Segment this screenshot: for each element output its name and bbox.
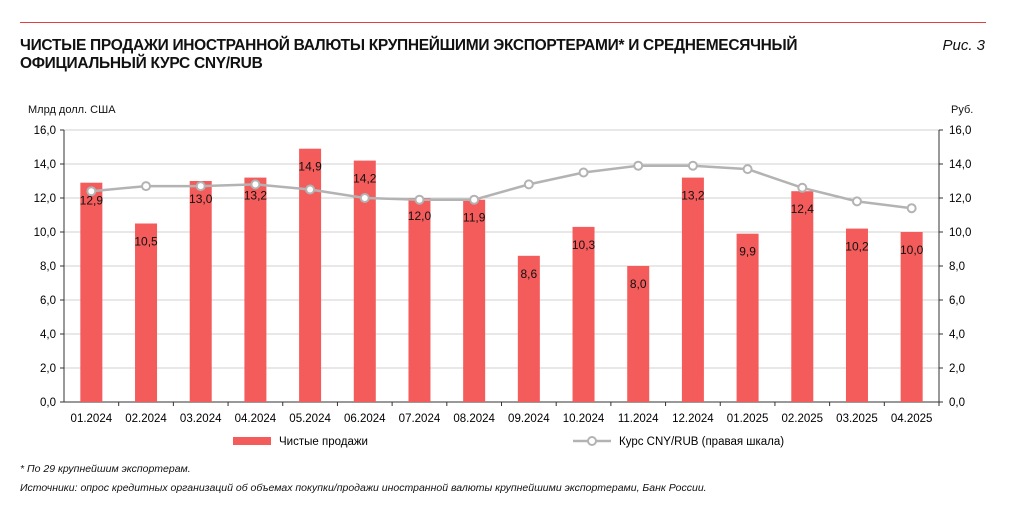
bar bbox=[517, 255, 540, 402]
line-point bbox=[469, 194, 480, 205]
bar-data-label: 10,5 bbox=[134, 235, 158, 249]
bar-data-label: 14,2 bbox=[353, 172, 377, 186]
bar bbox=[736, 233, 759, 402]
right-tick-label: 6,0 bbox=[949, 295, 965, 307]
right-tick-label: 4,0 bbox=[949, 329, 965, 341]
figure-label: Рис. 3 bbox=[942, 37, 985, 54]
top-rule bbox=[20, 22, 986, 23]
right-tick-label: 12,0 bbox=[949, 193, 971, 205]
bar bbox=[463, 199, 486, 402]
legend-bar-label: Чистые продажи bbox=[279, 436, 368, 448]
line-point bbox=[414, 194, 425, 205]
chart-title: ЧИСТЫЕ ПРОДАЖИ ИНОСТРАННОЙ ВАЛЮТЫ КРУПНЕ… bbox=[20, 37, 798, 72]
bar bbox=[299, 148, 322, 402]
left-tick-label: 0,0 bbox=[40, 397, 56, 409]
x-tick-label: 05.2024 bbox=[289, 413, 331, 425]
bar bbox=[80, 182, 103, 402]
bar-data-label: 9,9 bbox=[739, 245, 756, 259]
bar-data-label: 13,0 bbox=[189, 192, 213, 206]
x-tick-label: 03.2025 bbox=[836, 413, 878, 425]
bar-data-label: 10,3 bbox=[572, 238, 596, 252]
line-point bbox=[633, 160, 644, 171]
bar-data-label: 10,0 bbox=[900, 243, 924, 257]
x-tick-label: 08.2024 bbox=[453, 413, 495, 425]
right-tick-label: 2,0 bbox=[949, 363, 965, 375]
right-tick-label: 10,0 bbox=[949, 227, 971, 239]
x-tick-label: 09.2024 bbox=[508, 413, 550, 425]
line-point bbox=[851, 196, 862, 207]
bar-data-label: 8,6 bbox=[521, 267, 538, 281]
bar-data-label: 12,4 bbox=[791, 202, 815, 216]
line-point bbox=[906, 203, 917, 214]
right-tick-label: 14,0 bbox=[949, 159, 971, 171]
bar bbox=[244, 177, 267, 402]
line-point bbox=[742, 164, 753, 175]
line-point bbox=[141, 181, 152, 192]
left-tick-label: 16,0 bbox=[34, 125, 56, 137]
left-tick-label: 6,0 bbox=[40, 295, 56, 307]
left-tick-label: 10,0 bbox=[34, 227, 56, 239]
x-tick-label: 04.2024 bbox=[235, 413, 277, 425]
x-tick-label: 03.2024 bbox=[180, 413, 222, 425]
bar-data-label: 11,9 bbox=[463, 211, 486, 225]
line-point bbox=[86, 186, 97, 197]
x-tick-label: 02.2024 bbox=[125, 413, 167, 425]
x-tick-label: 10.2024 bbox=[563, 413, 605, 425]
bar bbox=[681, 177, 704, 402]
bar-data-label: 13,2 bbox=[244, 189, 268, 203]
bar bbox=[408, 198, 431, 402]
right-axis-label: Руб. bbox=[951, 104, 974, 116]
line-series bbox=[91, 164, 912, 210]
line-point bbox=[195, 181, 206, 192]
right-tick-label: 8,0 bbox=[949, 261, 965, 273]
x-tick-label: 11.2024 bbox=[618, 413, 659, 425]
left-axis-label: Млрд долл. США bbox=[28, 104, 116, 116]
x-tick-label: 12.2024 bbox=[672, 413, 714, 425]
bar bbox=[900, 232, 923, 402]
left-tick-label: 2,0 bbox=[40, 363, 56, 375]
x-tick-label: 01.2025 bbox=[727, 413, 769, 425]
bar-data-label: 12,0 bbox=[408, 209, 432, 223]
left-tick-label: 4,0 bbox=[40, 329, 56, 341]
bar bbox=[353, 160, 376, 402]
line-point bbox=[359, 193, 370, 203]
x-tick-label: 07.2024 bbox=[399, 413, 441, 425]
left-tick-label: 14,0 bbox=[34, 159, 56, 171]
x-tick-label: 02.2025 bbox=[781, 413, 823, 425]
bar-data-label: 10,2 bbox=[845, 240, 869, 254]
line-point bbox=[687, 160, 698, 171]
bar bbox=[845, 228, 868, 402]
line-point bbox=[523, 179, 534, 190]
bar bbox=[791, 191, 814, 402]
line-point bbox=[797, 182, 808, 193]
bar bbox=[627, 266, 650, 402]
right-tick-label: 0,0 bbox=[949, 397, 965, 409]
source-note: Источники: опрос кредитных организаций о… bbox=[20, 482, 707, 494]
x-tick-label: 01.2024 bbox=[71, 413, 113, 425]
left-tick-label: 8,0 bbox=[40, 261, 56, 273]
line-point bbox=[305, 184, 316, 195]
bar bbox=[135, 223, 158, 402]
x-tick-label: 06.2024 bbox=[344, 413, 386, 425]
bar bbox=[189, 181, 212, 402]
bar bbox=[572, 226, 595, 402]
line-point bbox=[578, 167, 589, 178]
right-tick-label: 16,0 bbox=[949, 125, 971, 137]
left-tick-label: 12,0 bbox=[34, 193, 56, 205]
line-point bbox=[250, 179, 261, 190]
bar-data-label: 14,9 bbox=[298, 160, 322, 174]
legend-bar-swatch bbox=[233, 437, 271, 445]
x-tick-label: 04.2025 bbox=[891, 413, 933, 425]
bar-data-label: 13,2 bbox=[681, 189, 705, 203]
footnote: * По 29 крупнейшим экспортерам. bbox=[20, 463, 191, 475]
legend-line-label: Курс CNY/RUB (правая шкала) bbox=[619, 436, 784, 448]
legend-line-marker bbox=[587, 436, 597, 446]
bar-data-label: 8,0 bbox=[630, 277, 647, 291]
bar-data-label: 12,9 bbox=[80, 194, 104, 208]
